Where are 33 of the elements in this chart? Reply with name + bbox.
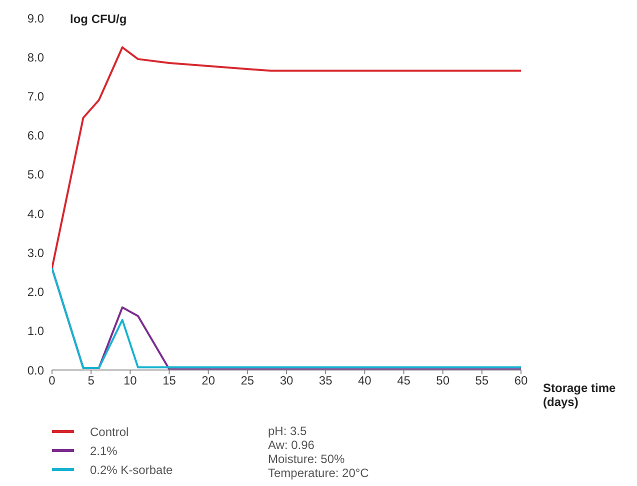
x-tick-label: 10 [123, 374, 138, 388]
x-tick-label: 20 [202, 374, 216, 388]
x-tick-label: 0 [48, 374, 56, 388]
legend-label: 0.2% K-sorbate [90, 462, 173, 476]
text: Moisture: 50% [268, 452, 346, 466]
x-tick-label: 50 [436, 374, 450, 388]
legend-label: 2.1% [90, 444, 118, 458]
text: pH: 3.5 [268, 424, 308, 438]
y-tick-label: 8.0 [27, 50, 44, 64]
y-tick-label: 4.0 [27, 206, 44, 221]
x-tick-label: 55 [475, 374, 489, 388]
y-tick-label: 2.0 [27, 285, 44, 300]
y-tick-label: 7.0 [27, 89, 44, 104]
y-tick-label: 9.0 [27, 11, 44, 26]
legend-label: Control [90, 424, 129, 438]
y-tick-label: 0.0 [27, 363, 44, 378]
x-tick-label: 30 [280, 374, 294, 388]
y-tick-label: 6.0 [27, 128, 44, 143]
x-axis-title: Storage time (days) [543, 381, 617, 409]
x-tick-label: 45 [397, 374, 411, 388]
x-tick-label: 15 [162, 374, 176, 388]
x-tick-label: 35 [318, 374, 333, 388]
x-tick-label: 40 [358, 374, 372, 388]
y-tick-label: 5.0 [27, 168, 44, 182]
line-series [52, 46, 521, 270]
x-tick-label: 60 [514, 374, 528, 388]
y-tick-label: 3.0 [27, 246, 44, 260]
text: Aw: 0.96 [268, 438, 316, 452]
x-tick-label: 25 [240, 374, 254, 388]
x-tick-label: 5 [88, 374, 95, 388]
y-axis-title: log CFU/g [70, 12, 127, 26]
y-tick-label: 1.0 [27, 324, 44, 338]
text: Temperature: 20°C [268, 466, 369, 480]
